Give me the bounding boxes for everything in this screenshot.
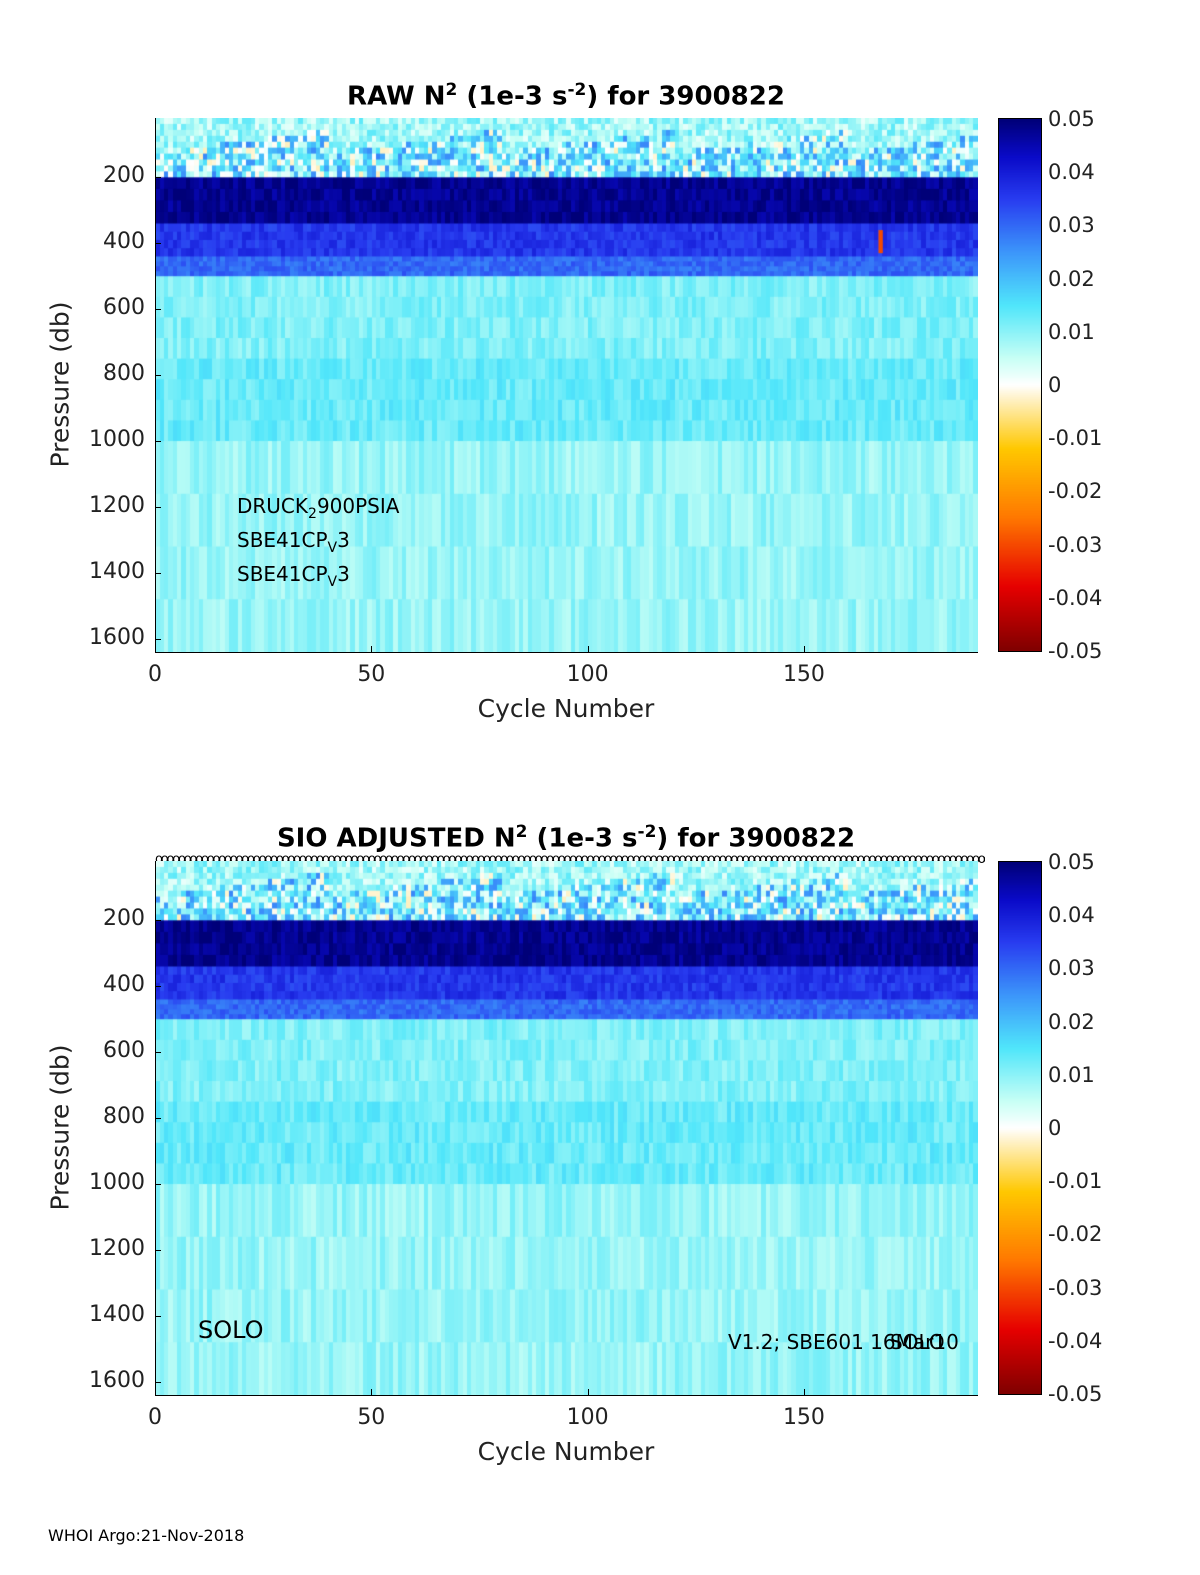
raw-y-tick-mark (155, 506, 161, 508)
raw-x-tick-mark (803, 646, 805, 652)
raw-y-axis-label: Pressure (db) (45, 301, 75, 468)
adjusted-y-tick-label: 200 (103, 906, 145, 932)
adjusted-x-tick-label: 100 (566, 1405, 609, 1430)
adjusted-y-tick-mark (155, 1249, 161, 1251)
adjusted-y-tick-mark (155, 1381, 161, 1383)
raw-y-tick-mark (155, 375, 161, 377)
adjusted-colorbar-tick-label: 0.05 (1048, 850, 1095, 874)
raw-colorbar-tick-label: 0 (1048, 373, 1062, 397)
raw-colorbar-tick-label: 0.03 (1048, 213, 1095, 238)
adjusted-y-tick-label: 800 (103, 1104, 145, 1130)
adjusted-y-tick-label: 400 (103, 972, 145, 998)
raw-y-tick-label: 1000 (89, 427, 145, 453)
raw-colorbar-tick-label: -0.03 (1048, 532, 1103, 557)
adjusted-x-tick-label: 50 (357, 1405, 386, 1430)
adjusted-y-tick-label: 1600 (89, 1367, 145, 1393)
adjusted-y-tick-label: 1000 (89, 1170, 145, 1196)
raw-y-tick-mark (155, 572, 161, 574)
raw-y-tick-label: 200 (103, 163, 145, 189)
adjusted-chart-title: SIO ADJUSTED N2 (1e-3 s-2) for 3900822 (276, 822, 856, 854)
adjusted-y-tick-label: 1200 (89, 1235, 145, 1261)
adjusted-y-tick-label: 600 (103, 1038, 145, 1064)
adjusted-colorbar-tick-label: -0.04 (1048, 1328, 1103, 1353)
adjusted-colorbar-gradient (999, 862, 1041, 1394)
raw-y-tick-label: 600 (103, 295, 145, 321)
adjusted-x-tick-mark (803, 1389, 805, 1395)
adjusted-colorbar-tick-label: 0.01 (1048, 1062, 1095, 1087)
adjusted-colorbar-tick-label: -0.02 (1048, 1222, 1103, 1247)
adjusted-x-axis-label: Cycle Number (477, 1437, 655, 1466)
raw-x-tick-label: 100 (566, 662, 609, 687)
sensor-annotation-3: SBE41CPV3 (237, 562, 350, 590)
raw-y-tick-mark (155, 638, 161, 640)
adjusted-y-tick-mark (155, 1315, 161, 1317)
raw-chart-title: RAW N2 (1e-3 s-2) for 3900822 (347, 80, 785, 112)
adjusted-colorbar-tick-label: 0.03 (1048, 956, 1095, 981)
raw-colorbar-tick-label: 0.05 (1048, 107, 1095, 131)
adjusted-x-tick-mark (155, 1389, 156, 1395)
raw-x-tick-label: 150 (782, 662, 825, 687)
raw-y-tick-label: 1400 (89, 558, 145, 584)
version-label: V1.2; SBE601 16Mar10 (728, 1330, 959, 1354)
raw-heatmap-frame (155, 118, 978, 653)
adjusted-x-tick-label: 0 (148, 1405, 162, 1430)
raw-x-tick-mark (587, 646, 589, 652)
adjusted-x-tick-mark (587, 1389, 589, 1395)
adjusted-y-tick-mark (155, 1118, 161, 1120)
raw-x-axis-label: Cycle Number (477, 694, 655, 723)
raw-y-tick-mark (155, 177, 161, 179)
raw-y-tick-label: 800 (103, 361, 145, 387)
raw-y-tick-mark (155, 309, 161, 311)
raw-colorbar-tick-label: -0.01 (1048, 426, 1103, 451)
raw-colorbar-tick-label: 0.04 (1048, 160, 1095, 185)
raw-colorbar-tick-label: -0.05 (1048, 639, 1103, 663)
sensor-annotation-2: SBE41CPV3 (237, 528, 350, 556)
raw-y-tick-mark (155, 243, 161, 245)
version-overlap-label: SOLO (890, 1330, 945, 1354)
adjusted-colorbar-tick-label: 0.04 (1048, 903, 1095, 928)
adjusted-colorbar-tick-label: -0.05 (1048, 1382, 1103, 1406)
adjusted-heatmap-frame (155, 861, 978, 1396)
adjusted-y-tick-mark (155, 920, 161, 922)
raw-colorbar-tick-label: -0.04 (1048, 585, 1103, 610)
raw-y-tick-label: 1200 (89, 492, 145, 518)
adjusted-y-tick-label: 1400 (89, 1301, 145, 1327)
adjusted-colorbar-tick-label: 0 (1048, 1116, 1062, 1140)
solo-label: SOLO (198, 1316, 264, 1344)
sensor-annotation-1: DRUCK2900PSIA (237, 494, 400, 522)
raw-x-tick-label: 50 (357, 662, 386, 687)
adjusted-y-tick-mark (155, 1052, 161, 1054)
raw-colorbar-tick-label: 0.01 (1048, 319, 1095, 344)
adjusted-colorbar-tick-label: -0.03 (1048, 1275, 1103, 1300)
adjusted-y-tick-mark (155, 986, 161, 988)
adjusted-x-tick-label: 150 (782, 1405, 825, 1430)
adjusted-y-tick-mark (155, 1184, 161, 1186)
raw-y-tick-label: 1600 (89, 624, 145, 650)
raw-colorbar-gradient (999, 119, 1041, 651)
raw-y-tick-mark (155, 441, 161, 443)
raw-heatmap (156, 118, 978, 652)
raw-x-tick-mark (371, 646, 373, 652)
raw-y-tick-label: 400 (103, 229, 145, 255)
raw-colorbar-tick-label: 0.02 (1048, 266, 1095, 291)
raw-x-tick-mark (155, 646, 156, 652)
raw-colorbar (998, 118, 1042, 652)
adjusted-y-axis-label: Pressure (db) (45, 1044, 75, 1211)
adjusted-colorbar-tick-label: 0.02 (1048, 1009, 1095, 1034)
adjusted-colorbar-tick-label: -0.01 (1048, 1169, 1103, 1194)
raw-x-tick-label: 0 (148, 662, 162, 687)
raw-colorbar-tick-label: -0.02 (1048, 479, 1103, 504)
adjusted-x-tick-mark (371, 1389, 373, 1395)
adjusted-colorbar (998, 861, 1042, 1395)
footer-credit: WHOI Argo:21-Nov-2018 (48, 1526, 245, 1545)
adjusted-heatmap (156, 861, 978, 1395)
